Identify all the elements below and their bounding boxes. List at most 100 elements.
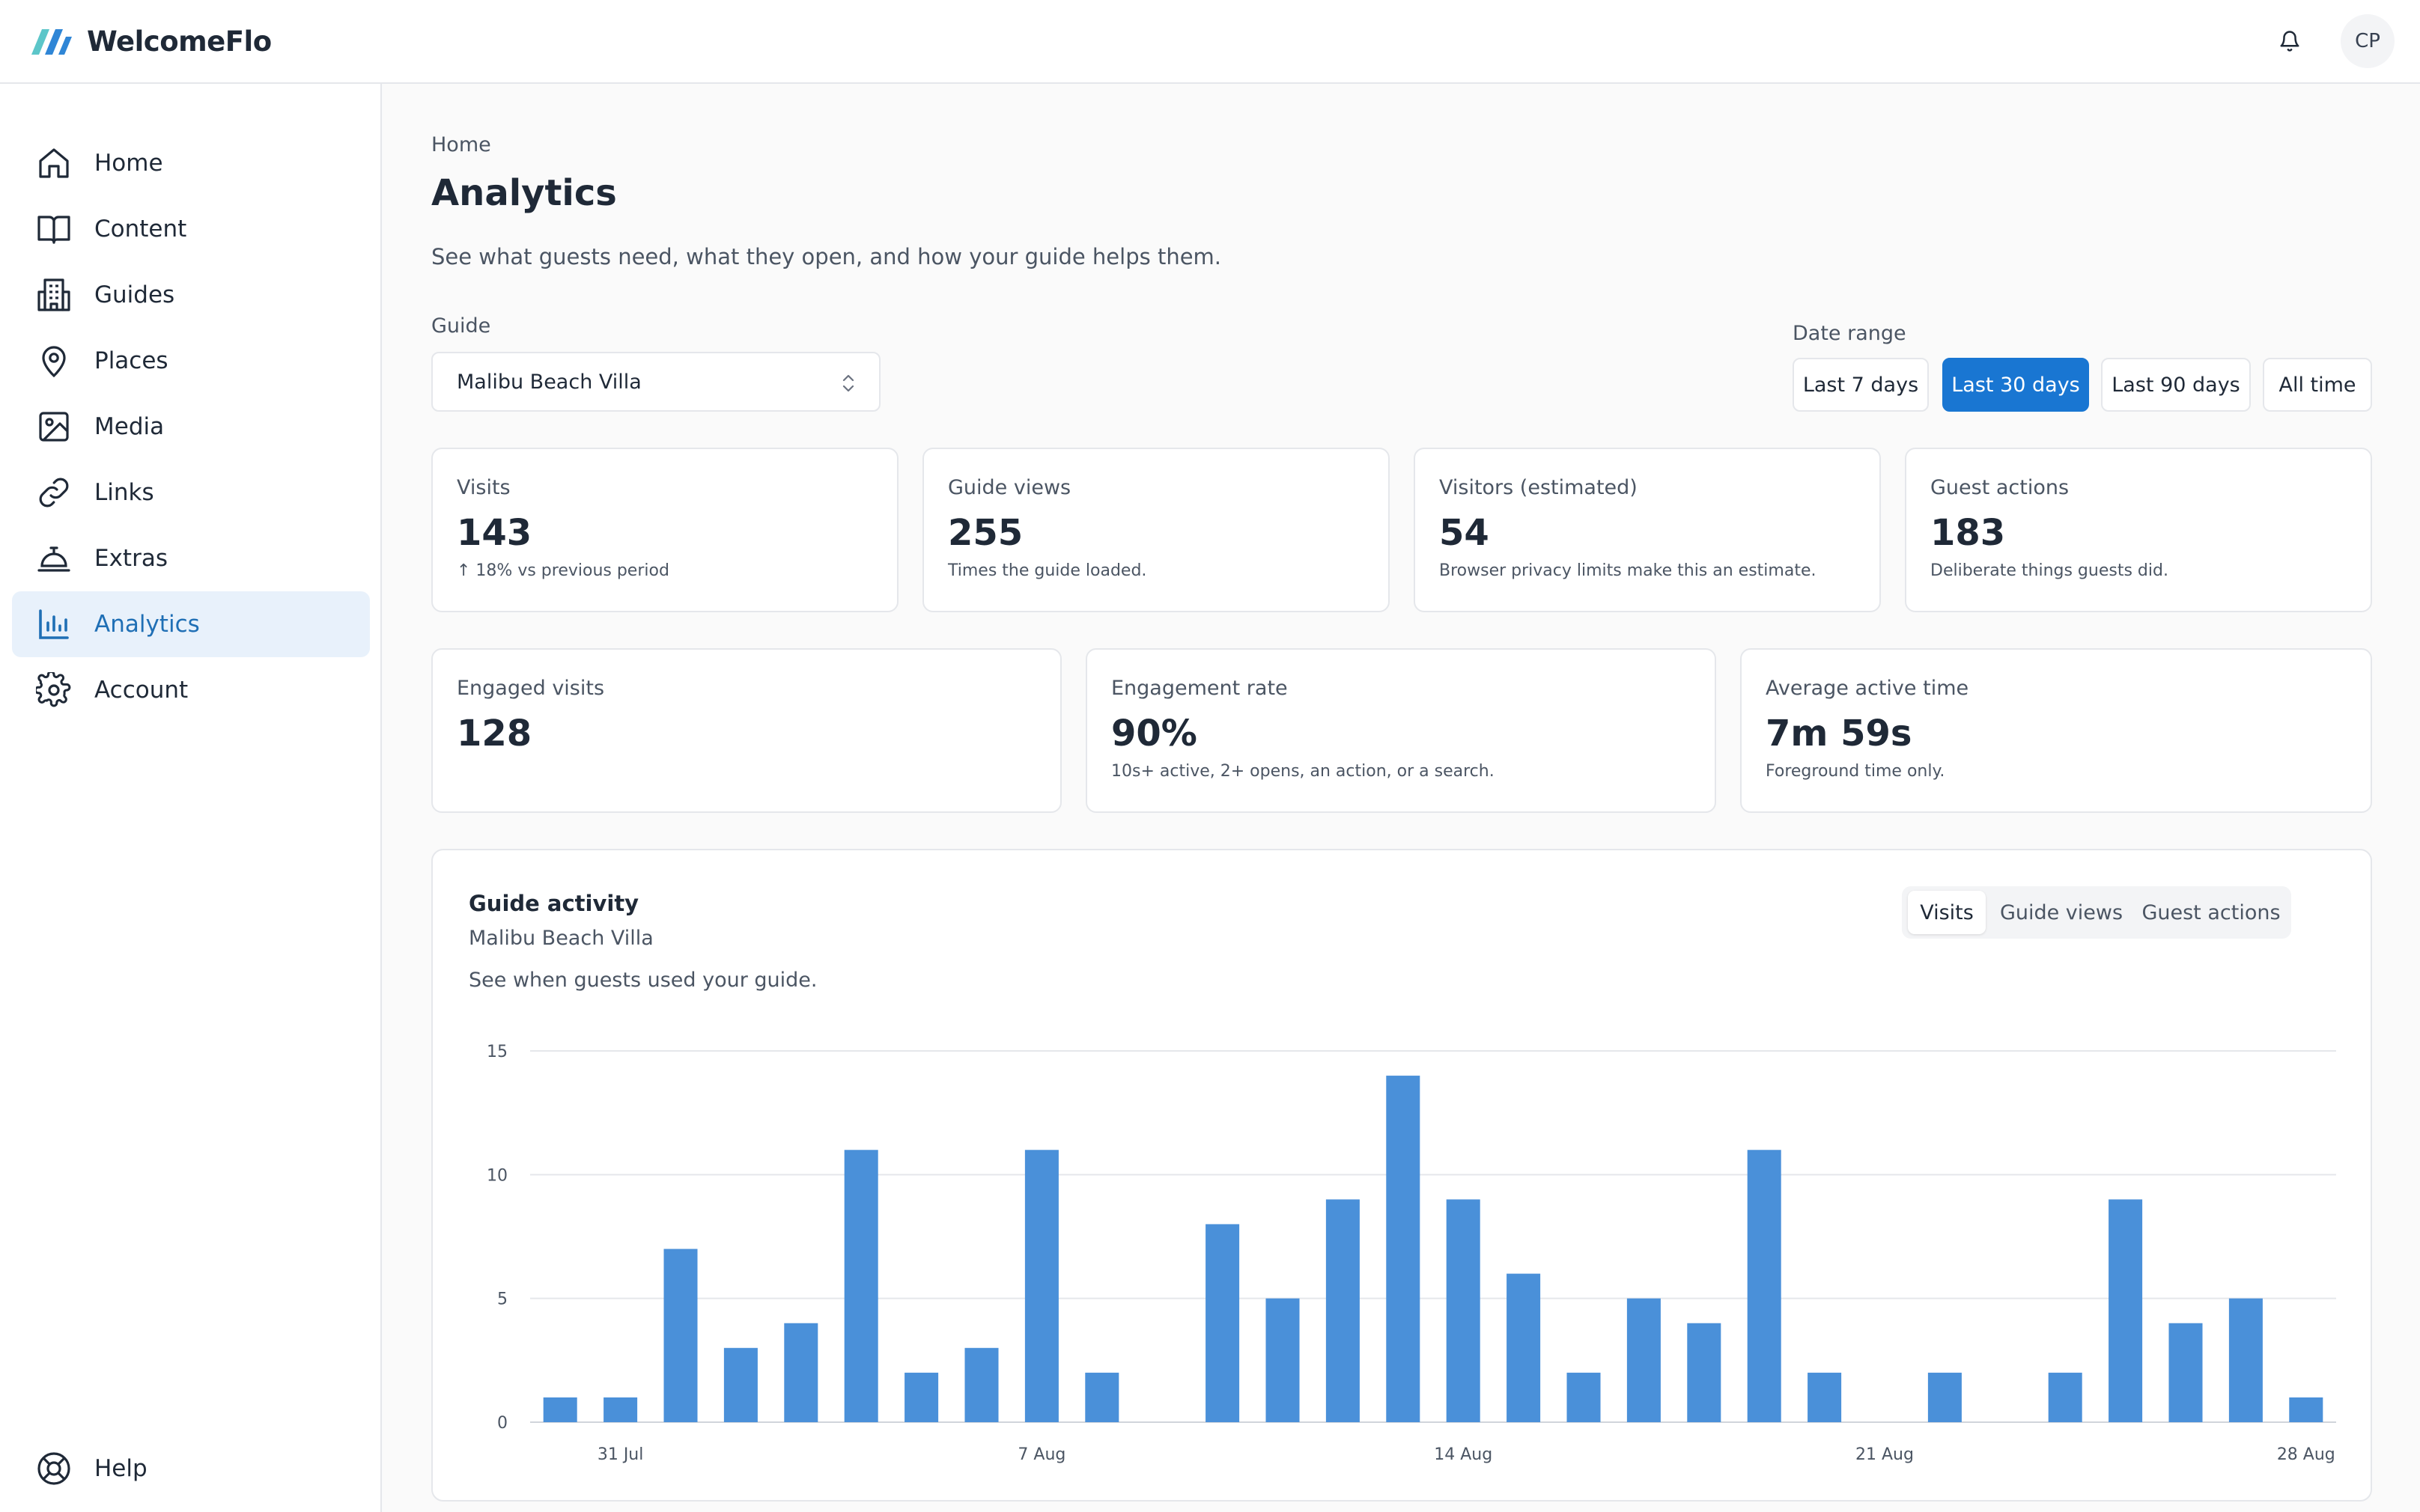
stat-note: Foreground time only. [1766,762,1945,781]
stat-value: 54 [1439,512,1489,554]
stat-label: Guide views [948,476,1071,499]
guide-select-value: Malibu Beach Villa [457,370,642,394]
sidebar-item-account[interactable]: Account [12,657,370,723]
chart-bar[interactable] [1566,1372,1601,1422]
building-icon [37,278,70,311]
bar-chart-icon [39,609,69,639]
app-logo[interactable]: WelcomeFlo [28,25,272,58]
breadcrumb[interactable]: Home [431,133,491,156]
chevron-up-down-icon [842,374,854,392]
book-icon [37,216,70,244]
stat-card-visits: Visits 143 ↑ 18% vs previous period [431,448,899,612]
chart-bar[interactable] [543,1397,577,1422]
chart-bar[interactable] [1626,1298,1661,1422]
image-icon [39,412,69,442]
guide-activity-panel: Guide activity Malibu Beach Villa See wh… [431,849,2372,1502]
stat-note: Times the guide loaded. [948,561,1147,580]
sidebar-item-analytics[interactable]: Analytics [12,591,370,657]
chart-bar[interactable] [1747,1150,1781,1422]
stat-card-engaged-visits: Engaged visits 128 [431,648,1062,813]
tab-guest-actions[interactable]: Guest actions [2141,900,2281,924]
sidebar-item-label: Extras [94,545,168,572]
chart-bar[interactable] [1687,1323,1721,1422]
sidebar-item-label: Account [94,677,189,704]
date-range-label: Date range [1793,322,1906,345]
sidebar-item-label: Home [94,150,163,177]
notifications-button[interactable] [2263,14,2317,68]
chart-bar[interactable] [784,1323,818,1422]
chart-bar[interactable] [604,1397,638,1422]
y-tick-label: 10 [487,1166,508,1185]
sidebar-item-home[interactable]: Home [12,130,370,196]
chart-bar[interactable] [2109,1199,2143,1422]
y-tick-label: 0 [497,1414,508,1433]
map-pin-icon [42,346,66,378]
chart-bar[interactable] [1206,1224,1240,1422]
chart-bar[interactable] [2289,1397,2323,1422]
chart-bar[interactable] [1265,1298,1300,1422]
tab-visits[interactable]: Visits [1908,891,1986,934]
sidebar-item-guides[interactable]: Guides [12,262,370,328]
x-tick-label: 21 Aug [1855,1445,1914,1464]
chart-bar[interactable] [905,1372,939,1422]
chart-subtitle: Malibu Beach Villa [469,927,654,950]
sidebar-item-media[interactable]: Media [12,394,370,460]
range-last-7-days-button[interactable]: Last 7 days [1793,358,1929,412]
stat-card-guide-views: Guide views 255 Times the guide loaded. [922,448,1390,612]
chart-bar[interactable] [1085,1372,1119,1422]
sidebar-item-label: Analytics [94,611,200,638]
stat-label: Guest actions [1930,476,2070,499]
chart-metric-tabs: Visits Guide views Guest actions [1902,886,2291,939]
user-avatar[interactable]: CP [2341,14,2395,68]
main-content: Home Analytics See what guests need, wha… [383,84,2420,1512]
sidebar-item-content[interactable]: Content [12,196,370,262]
chart-bar[interactable] [1446,1199,1480,1422]
chart-bar[interactable] [1024,1150,1059,1422]
chart-bar[interactable] [1507,1273,1541,1422]
stat-value: 255 [948,512,1024,554]
chart-bar[interactable] [844,1150,878,1422]
stat-card-visitors: Visitors (estimated) 54 Browser privacy … [1414,448,1881,612]
sidebar-item-help[interactable]: Help [12,1436,370,1502]
chart-description: See when guests used your guide. [469,969,818,992]
sidebar-item-label: Links [94,479,154,506]
stat-label: Engagement rate [1111,677,1288,700]
sidebar-item-links[interactable]: Links [12,460,370,525]
stat-label: Average active time [1766,677,1969,700]
chart-bar[interactable] [1927,1372,1962,1422]
guide-select-label: Guide [431,314,491,338]
stat-card-engagement-rate: Engagement rate 90% 10s+ active, 2+ open… [1086,648,1716,813]
x-tick-label: 14 Aug [1434,1445,1492,1464]
chart-bar[interactable] [723,1347,758,1422]
range-all-time-button[interactable]: All time [2263,358,2372,412]
sidebar-item-label: Places [94,347,168,374]
sidebar-item-label: Content [94,216,187,243]
chart-bar[interactable] [1808,1372,1842,1422]
chart-bar[interactable] [964,1347,999,1422]
stat-card-guest-actions: Guest actions 183 Deliberate things gues… [1905,448,2372,612]
chart-bar[interactable] [1386,1076,1420,1422]
bell-icon [2280,31,2299,52]
chart-bar[interactable] [2048,1372,2082,1422]
chart-bar[interactable] [2168,1323,2203,1422]
link-icon [39,478,69,507]
chart-bar[interactable] [1325,1199,1360,1422]
stat-trend: ↑ 18% vs previous period [457,561,669,580]
chart-bar[interactable] [663,1249,698,1422]
stat-card-average-active-time: Average active time 7m 59s Foreground ti… [1740,648,2372,813]
sidebar-item-places[interactable]: Places [12,328,370,394]
sidebar-item-extras[interactable]: Extras [12,525,370,591]
y-tick-label: 15 [487,1043,508,1061]
x-tick-label: 28 Aug [2277,1445,2335,1464]
range-last-30-days-button[interactable]: Last 30 days [1942,358,2089,412]
tab-guide-views[interactable]: Guide views [1999,900,2123,924]
app-name: WelcomeFlo [87,25,272,58]
bell-service-icon [37,546,70,572]
range-last-90-days-button[interactable]: Last 90 days [2101,358,2251,412]
lifebuoy-icon [37,1452,70,1485]
stat-label: Visits [457,476,511,499]
chart-bar[interactable] [2228,1298,2263,1422]
guide-select[interactable]: Malibu Beach Villa [431,352,881,412]
sidebar-item-label: Media [94,413,165,440]
stat-value: 183 [1930,512,2006,554]
